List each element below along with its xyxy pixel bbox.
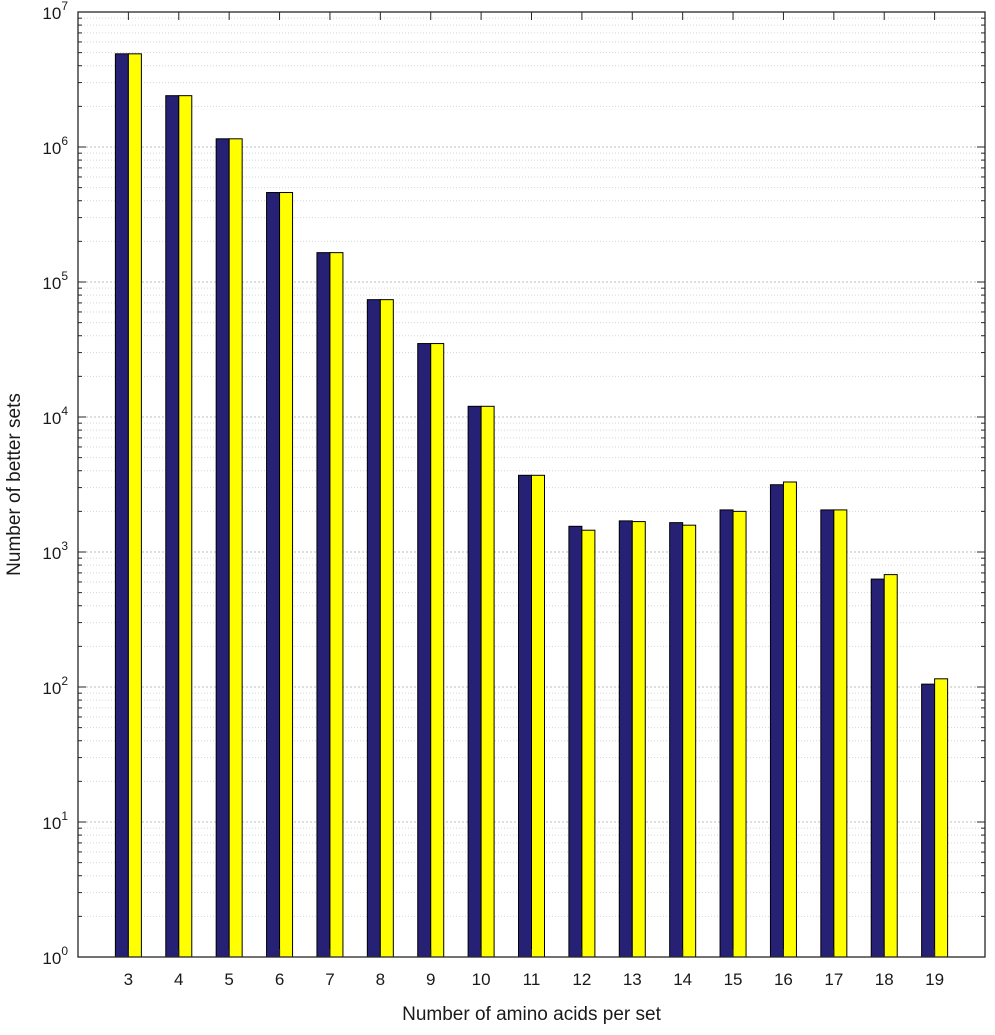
bar-series-1-7 <box>316 252 331 958</box>
y-tick-label: 102 <box>42 674 68 698</box>
y-tick-label: 104 <box>42 404 68 428</box>
x-tick-label-5: 5 <box>224 970 233 989</box>
bar-series-1-11 <box>518 474 532 958</box>
x-tick-label-13: 13 <box>623 970 642 989</box>
y-tick-exponent: 2 <box>61 674 68 688</box>
bar-series-1-14 <box>669 522 684 958</box>
y-tick-base: 10 <box>42 679 61 698</box>
bar-series-2-18 <box>883 574 898 958</box>
bar-series-2-8 <box>379 299 394 958</box>
y-tick-base: 10 <box>42 4 61 23</box>
bar-series-1-13 <box>618 520 633 958</box>
y-tick-exponent: 7 <box>61 0 68 13</box>
x-tick-label-10: 10 <box>472 970 491 989</box>
axis-ticks <box>78 11 985 958</box>
bar-series-2-14 <box>682 524 697 958</box>
bar-series-1-10 <box>467 405 482 958</box>
x-tick-label-15: 15 <box>724 970 743 989</box>
y-tick-label: 103 <box>42 539 68 563</box>
y-tick-exponent: 5 <box>61 269 68 283</box>
bar-series <box>114 53 949 958</box>
bar-series-1-19 <box>921 683 936 958</box>
bar-series-2-13 <box>631 521 646 958</box>
y-axis-title: Number of better sets <box>4 393 25 576</box>
x-tick-label-4: 4 <box>174 970 183 989</box>
x-tick-label-16: 16 <box>774 970 793 989</box>
bar-series-2-4 <box>178 95 193 958</box>
y-tick-base: 10 <box>42 544 61 563</box>
bar-series-2-19 <box>934 678 949 958</box>
y-tick-label: 107 <box>42 0 68 23</box>
y-tick-exponent: 1 <box>61 809 68 823</box>
y-tick-label: 105 <box>42 269 68 293</box>
bar-series-2-16 <box>782 481 797 958</box>
x-axis-title: Number of amino acids per set <box>402 1004 661 1025</box>
bar-series-1-17 <box>820 509 835 958</box>
y-tick-exponent: 3 <box>61 539 68 553</box>
bar-series-2-15 <box>732 510 747 958</box>
bar-series-1-18 <box>870 578 885 958</box>
y-tick-exponent: 0 <box>61 944 68 958</box>
bar-series-2-3 <box>127 53 142 958</box>
x-tick-label-8: 8 <box>376 970 385 989</box>
bar-series-2-5 <box>228 138 243 958</box>
y-tick-exponent: 4 <box>61 404 68 418</box>
bar-series-1-15 <box>719 509 734 958</box>
y-tick-label: 100 <box>42 944 68 968</box>
y-tick-label: 101 <box>42 809 68 833</box>
x-tick-labels: 3 4 5 6 7 8 9 10 11 12 13 14 15 16 17 18 19 <box>124 970 944 989</box>
x-tick-label-6: 6 <box>275 970 284 989</box>
x-tick-label-14: 14 <box>673 970 692 989</box>
y-tick-base: 10 <box>42 139 61 158</box>
x-tick-label-9: 9 <box>426 970 435 989</box>
x-tick-label-3: 3 <box>124 970 133 989</box>
bar-series-2-10 <box>480 405 495 958</box>
bar-series-2-6 <box>279 192 294 958</box>
y-tick-base: 10 <box>42 949 61 968</box>
x-tick-label-11: 11 <box>523 970 541 989</box>
bar-series-1-3 <box>114 53 129 958</box>
y-tick-base: 10 <box>42 409 61 428</box>
bar-series-2-17 <box>833 509 848 958</box>
bar-series-2-9 <box>430 343 445 958</box>
x-tick-label-12: 12 <box>572 970 591 989</box>
bar-series-1-16 <box>769 484 784 958</box>
bar-series-1-5 <box>215 138 230 958</box>
bar-series-2-12 <box>581 529 596 958</box>
x-tick-label-18: 18 <box>875 970 894 989</box>
bar-series-2-7 <box>329 252 344 958</box>
x-tick-label-7: 7 <box>325 970 334 989</box>
y-tick-base: 10 <box>42 814 61 833</box>
x-tick-label-17: 17 <box>824 970 843 989</box>
bar-series-1-12 <box>568 525 583 958</box>
bar-series-1-9 <box>417 343 432 958</box>
bar-series-2-11 <box>531 474 545 958</box>
y-tick-exponent: 6 <box>61 134 68 148</box>
bar-series-1-8 <box>366 299 381 958</box>
y-tick-base: 10 <box>42 274 61 293</box>
y-tick-label: 106 <box>42 134 68 158</box>
x-tick-label-19: 19 <box>925 970 944 989</box>
bar-series-1-6 <box>266 192 281 958</box>
bar-series-1-4 <box>165 95 180 958</box>
